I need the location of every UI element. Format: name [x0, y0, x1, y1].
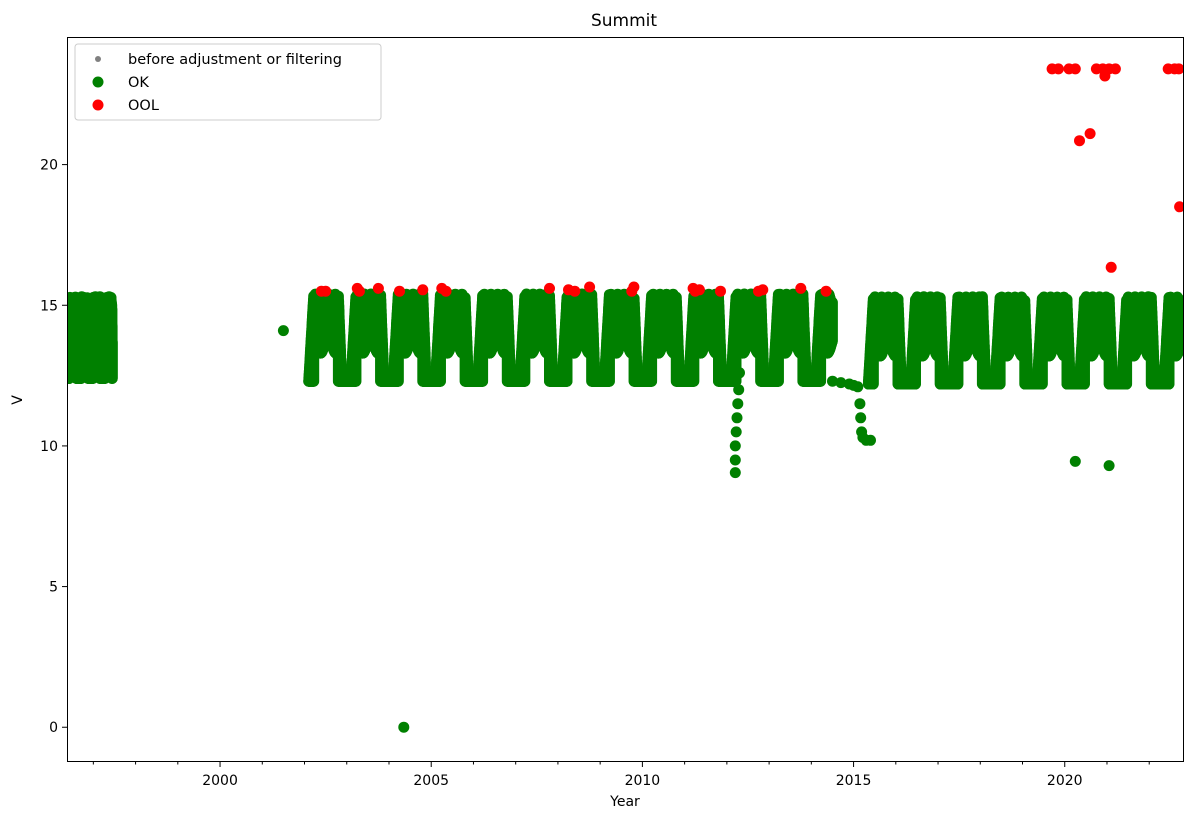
ool-point [394, 285, 405, 297]
ok-point [827, 375, 838, 387]
ool-point [372, 282, 384, 294]
ool-point [544, 282, 555, 294]
x-axis-label: Year [609, 794, 640, 810]
data-layer [68, 63, 1183, 733]
ok-point [733, 384, 745, 396]
ok-point [732, 398, 744, 410]
ok-point [730, 426, 742, 438]
y-axis-label: V [10, 395, 26, 405]
ok-point [852, 381, 864, 393]
ool-point [795, 282, 807, 294]
ok-point [736, 344, 748, 356]
ok-point [854, 398, 866, 410]
ool-point [1173, 63, 1183, 75]
ok-point [835, 377, 847, 389]
ok-seasonal-band [862, 291, 1183, 390]
legend-marker-before [95, 56, 101, 62]
ok-point [729, 454, 741, 466]
y-tick-label: 15 [40, 298, 58, 314]
x-tick-label: 2015 [836, 773, 872, 789]
legend-label-ok: OK [128, 75, 149, 91]
ool-point [757, 284, 769, 296]
ok-point [398, 721, 410, 733]
ool-point [417, 284, 429, 296]
ool-point [1105, 261, 1117, 273]
ool-point [353, 285, 365, 297]
legend: before adjustment or filtering OK OOL [74, 43, 382, 121]
chart-title: Summit [591, 11, 657, 31]
ool-point [1084, 128, 1096, 140]
ool-point [820, 285, 832, 297]
ool-point [569, 285, 581, 297]
ok-point [277, 325, 289, 337]
y-tick-label: 20 [40, 158, 58, 174]
ok-point [865, 434, 876, 446]
ok-point [1069, 455, 1081, 467]
y-tick-label: 5 [49, 580, 58, 596]
ool-point [1109, 63, 1121, 75]
y-tick-label: 10 [40, 439, 58, 455]
x-tick-label: 2020 [1047, 773, 1083, 789]
legend-marker-ool [92, 99, 104, 111]
ool-point [1069, 63, 1081, 75]
legend-marker-ok [92, 76, 104, 88]
legend-label-before: before adjustment or filtering [128, 52, 342, 68]
x-tick-label: 2010 [625, 773, 661, 789]
x-tick-label: 2005 [413, 773, 449, 789]
ok-seasonal-band [68, 291, 118, 384]
plot-frame [67, 37, 1184, 762]
legend-label-ool: OOL [128, 98, 159, 114]
ok-point [734, 367, 745, 379]
ok-point [729, 467, 741, 479]
y-tick-label: 0 [49, 720, 58, 736]
ool-point [1174, 201, 1183, 213]
ool-point [693, 284, 705, 296]
axes-layer: 2000 2005 2010 2015 2020 0 5 10 15 20 [40, 158, 1150, 789]
ok-point [855, 412, 867, 424]
legend-frame [74, 43, 382, 121]
ool-point [628, 281, 640, 293]
ool-point [1074, 135, 1085, 147]
ool-point [1052, 63, 1064, 75]
ok-seasonal-band [303, 288, 838, 387]
ool-point [320, 285, 332, 297]
ok-point [729, 440, 741, 452]
ool-point [440, 285, 452, 297]
ok-point [1103, 460, 1115, 472]
x-tick-label: 2000 [202, 773, 238, 789]
ool-point [715, 285, 726, 297]
ool-point [584, 281, 596, 293]
ok-point [731, 412, 743, 424]
